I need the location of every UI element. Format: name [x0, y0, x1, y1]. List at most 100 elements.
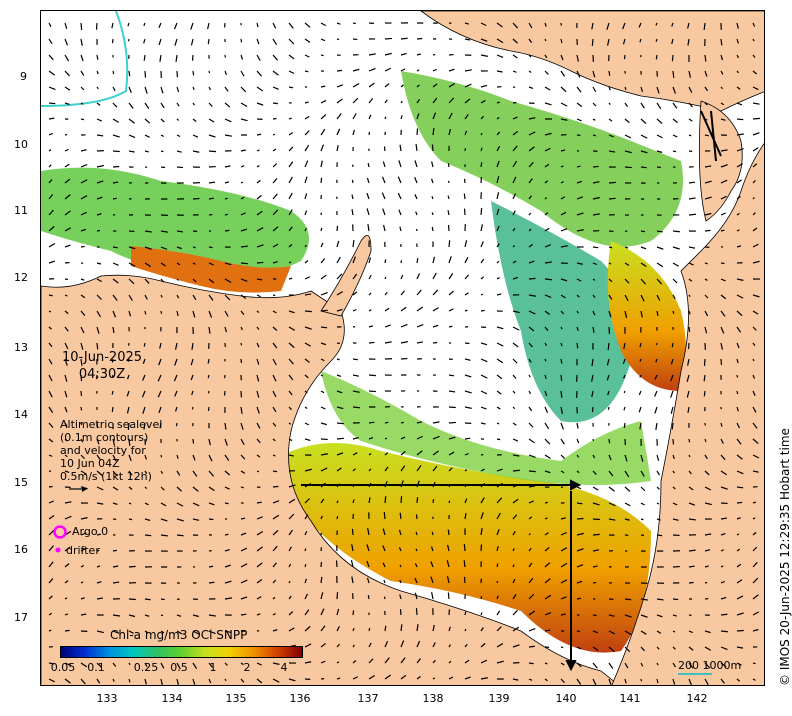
- velocity-arrow: [608, 102, 611, 106]
- velocity-arrow: [720, 358, 723, 365]
- velocity-arrow: [336, 467, 342, 472]
- velocity-arrow: [703, 374, 706, 382]
- velocity-arrow: [608, 470, 614, 477]
- velocity-arrow: [592, 246, 599, 249]
- velocity-arrow: [446, 560, 450, 568]
- velocity-arrow: [256, 227, 264, 232]
- velocity-arrow: [224, 454, 230, 462]
- velocity-arrow: [176, 518, 184, 522]
- velocity-arrow: [544, 532, 549, 536]
- velocity-arrow: [397, 176, 402, 184]
- velocity-arrow: [480, 224, 483, 232]
- velocity-arrow: [512, 530, 516, 536]
- velocity-arrow: [256, 195, 262, 200]
- velocity-arrow: [240, 228, 248, 232]
- velocity-arrow: [672, 678, 676, 685]
- velocity-arrow: [176, 662, 181, 670]
- map-canvas[interactable]: [41, 11, 765, 686]
- velocity-arrow: [592, 438, 595, 442]
- velocity-arrow: [288, 563, 292, 568]
- velocity-arrow: [112, 454, 117, 462]
- velocity-arrow: [608, 678, 612, 685]
- velocity-arrow: [96, 102, 101, 106]
- velocity-arrow: [432, 112, 437, 120]
- velocity-arrow: [432, 97, 438, 104]
- velocity-arrow: [720, 678, 725, 684]
- velocity-arrow: [752, 70, 757, 75]
- velocity-arrow: [736, 212, 740, 216]
- x-tick: 142: [686, 692, 708, 705]
- velocity-arrow: [384, 625, 387, 632]
- velocity-arrow: [256, 390, 260, 398]
- velocity-arrow: [128, 294, 133, 301]
- velocity-arrow: [336, 22, 341, 25]
- note-line: (0.1m contours): [60, 431, 149, 444]
- velocity-arrow: [366, 544, 370, 552]
- velocity-arrow: [591, 374, 594, 382]
- velocity-arrow: [208, 70, 211, 74]
- velocity-arrow: [272, 102, 278, 105]
- velocity-arrow: [720, 596, 727, 600]
- velocity-arrow: [448, 290, 454, 296]
- velocity-arrow: [399, 564, 402, 568]
- velocity-arrow: [64, 148, 69, 152]
- velocity-arrow: [112, 134, 120, 138]
- velocity-arrow: [272, 358, 277, 366]
- velocity-arrow: [336, 452, 344, 456]
- velocity-arrow: [48, 242, 56, 248]
- velocity-arrow: [335, 560, 338, 568]
- velocity-arrow: [544, 501, 548, 504]
- velocity-arrow: [592, 278, 596, 281]
- velocity-arrow: [64, 613, 69, 616]
- x-tick: 137: [357, 692, 379, 705]
- velocity-arrow: [704, 212, 712, 216]
- velocity-arrow: [736, 406, 739, 412]
- velocity-arrow: [64, 501, 72, 504]
- velocity-arrow: [528, 500, 534, 504]
- velocity-arrow: [752, 310, 759, 315]
- map-frame[interactable]: [40, 10, 765, 686]
- velocity-arrow: [160, 86, 164, 94]
- velocity-arrow: [80, 662, 88, 668]
- velocity-arrow: [174, 390, 178, 397]
- velocity-arrow: [592, 549, 599, 552]
- velocity-arrow: [624, 454, 628, 462]
- note-line: and velocity for: [60, 444, 146, 457]
- velocity-arrow: [432, 341, 438, 344]
- strong-currents: [301, 110, 722, 672]
- velocity-arrow: [80, 470, 87, 475]
- velocity-arrow: [720, 195, 727, 200]
- velocity-arrow: [191, 390, 194, 395]
- velocity-arrow: [655, 422, 658, 431]
- velocity-arrow: [544, 662, 548, 665]
- velocity-arrow: [272, 310, 277, 314]
- velocity-arrow: [48, 678, 55, 683]
- velocity-arrow: [512, 514, 518, 520]
- velocity-arrow: [336, 437, 344, 440]
- velocity-arrow: [720, 278, 726, 282]
- velocity-arrow: [175, 54, 178, 62]
- velocity-arrow: [208, 518, 214, 521]
- velocity-arrow: [240, 118, 248, 122]
- velocity-arrow: [304, 22, 311, 28]
- velocity-arrow: [592, 518, 601, 521]
- velocity-arrow: [173, 22, 178, 30]
- velocity-arrow: [560, 211, 567, 216]
- velocity-arrow: [143, 22, 146, 27]
- current-arrowhead: [570, 479, 582, 491]
- velocity-arrow: [672, 294, 676, 300]
- velocity-arrow: [288, 374, 294, 381]
- velocity-arrow: [496, 22, 503, 28]
- velocity-arrow: [112, 70, 115, 75]
- velocity-arrow: [288, 54, 295, 60]
- velocity-arrow: [400, 68, 406, 72]
- velocity-arrow: [240, 532, 247, 536]
- velocity-arrow: [480, 374, 488, 379]
- velocity-arrow: [496, 176, 500, 184]
- velocity-arrow: [736, 422, 741, 429]
- velocity-arrow: [352, 68, 360, 72]
- velocity-arrow: [224, 165, 231, 168]
- velocity-arrow: [480, 258, 485, 264]
- velocity-arrow: [752, 260, 760, 264]
- velocity-arrow: [368, 627, 371, 632]
